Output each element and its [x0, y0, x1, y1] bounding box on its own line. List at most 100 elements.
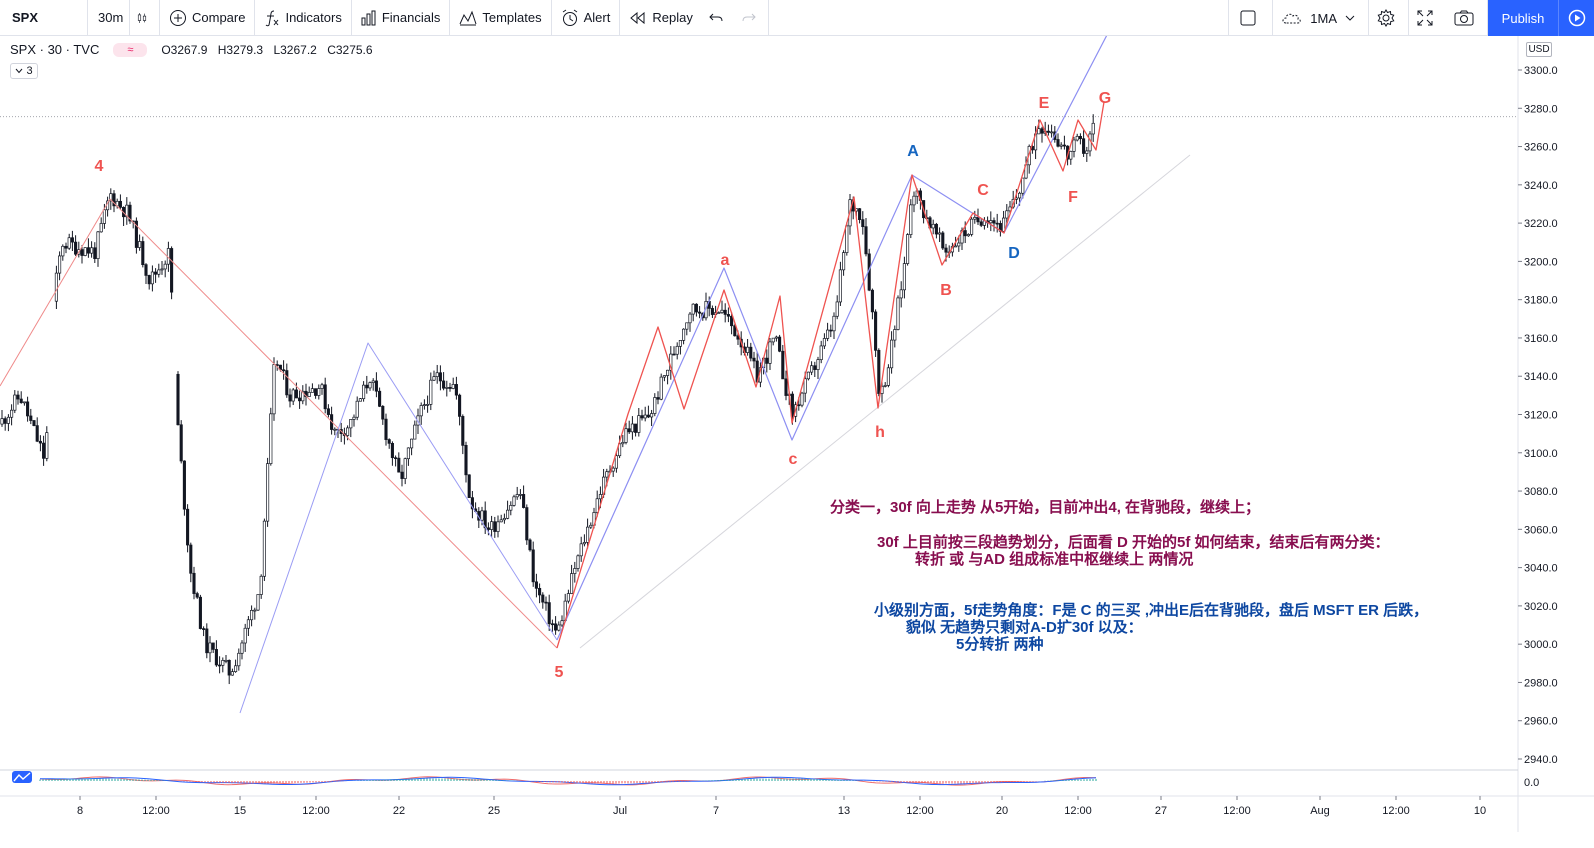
candle-up: [291, 389, 295, 402]
templates-button[interactable]: Templates: [450, 0, 552, 36]
candle-up: [973, 217, 977, 220]
time-tick-label: 12:00: [906, 805, 934, 817]
candle-down: [861, 219, 865, 228]
time-tick-label: 22: [393, 805, 405, 817]
candle-down: [3, 418, 7, 424]
chevron-down-icon: [16, 68, 23, 74]
channel-line: [579, 154, 1191, 649]
candle-up: [230, 671, 234, 676]
candle-down: [858, 208, 862, 220]
layout-button[interactable]: [1228, 0, 1274, 36]
play-circle-icon: [1568, 9, 1585, 27]
candle-up: [557, 624, 561, 631]
annotation-line-5: 貌似 无趋势只剩对A-D扩30f 以及：: [906, 619, 1143, 636]
chart-style-button[interactable]: [130, 0, 160, 36]
candles-icon: [137, 12, 147, 23]
price-tick-label: 3260.0: [1524, 142, 1558, 154]
candle-up: [432, 376, 436, 381]
candle-down: [634, 423, 638, 433]
annotation-line-1: 分类一，30f 向上走势 从5开始，目前冲出4, 在背驰段，继续上；: [830, 499, 1261, 516]
legend-badge[interactable]: ≈: [113, 42, 148, 57]
candle-up: [1069, 150, 1073, 160]
candle-down: [198, 596, 202, 629]
settings-button[interactable]: [1369, 0, 1409, 36]
candle-down: [730, 315, 734, 327]
legend-high: H3279.3: [217, 42, 264, 57]
candle-up: [362, 384, 366, 400]
time-tick-label: 12:00: [1382, 805, 1410, 817]
price-chart[interactable]: 3300.03280.03260.03240.03220.03200.03180…: [0, 36, 1594, 848]
candle-up: [957, 242, 961, 247]
candle-down: [192, 572, 196, 594]
candle-up: [240, 642, 244, 654]
symbol-search-button[interactable]: SPX: [0, 0, 88, 36]
candle-down: [134, 220, 138, 248]
red-zigzag-line: [556, 101, 1105, 649]
candle-down: [874, 311, 878, 351]
legend-close: C3275.6: [327, 42, 373, 57]
financials-button[interactable]: Financials: [352, 0, 451, 36]
replay-button[interactable]: Replay: [620, 0, 701, 36]
blue-structure-line: [556, 36, 1108, 641]
candle-up: [1021, 177, 1025, 194]
price-tick-label: 3020.0: [1524, 601, 1558, 613]
candle-down: [19, 398, 23, 403]
redo-button[interactable]: [735, 0, 769, 36]
fullscreen-button[interactable]: [1409, 0, 1446, 36]
candle-up: [1085, 150, 1089, 154]
candle-up: [912, 195, 916, 206]
candle-up: [429, 379, 433, 405]
streams-button[interactable]: [1558, 0, 1594, 36]
candle-up: [624, 428, 628, 443]
candle-down: [534, 581, 538, 589]
wave-label-F: F: [1068, 189, 1078, 206]
annotation-line-3: 转折 或 与AD 组成标准中枢继续上 两情况: [915, 551, 1194, 568]
candle-down: [870, 289, 874, 313]
alert-button[interactable]: Alert: [552, 0, 621, 36]
legend-collapse-toggle[interactable]: 3: [10, 63, 38, 79]
candle-up: [234, 665, 238, 673]
candle-down: [470, 497, 474, 510]
candle-down: [538, 587, 542, 596]
candle-down: [458, 394, 462, 417]
redo-icon: [742, 13, 756, 21]
candle-down: [531, 549, 535, 583]
candle-down: [182, 460, 186, 510]
candle-up: [496, 521, 500, 532]
candle-up: [410, 438, 414, 449]
candle-down: [646, 414, 650, 418]
cloud-layout-button[interactable]: 1MA: [1273, 0, 1369, 36]
candle-down: [944, 247, 948, 253]
candle-down: [218, 664, 222, 667]
candle-up: [845, 225, 849, 253]
candle-down: [38, 440, 42, 444]
candle-down: [522, 494, 526, 508]
publish-button[interactable]: Publish: [1488, 0, 1558, 36]
square-layout-icon: [1240, 10, 1256, 26]
interval-button[interactable]: 30m: [88, 0, 130, 36]
legend-symbol-title[interactable]: SPX · 30 · TVC: [10, 42, 100, 57]
wave-label-D: D: [1008, 245, 1020, 262]
candle-up: [826, 329, 830, 339]
currency-badge[interactable]: USD: [1526, 42, 1552, 57]
snapshot-button[interactable]: [1446, 0, 1488, 36]
undo-button[interactable]: [702, 0, 735, 36]
candle-up: [371, 380, 375, 383]
price-tick-label: 3000.0: [1524, 639, 1558, 651]
price-tick-label: 3180.0: [1524, 295, 1558, 307]
candle-down: [154, 271, 158, 275]
wave-label-4: 4: [95, 158, 104, 175]
candle-up: [413, 424, 417, 440]
candle-down: [710, 308, 714, 315]
chart-legend: SPX · 30 · TVC ≈ O3267.9 H3279.3 L3267.2…: [10, 42, 380, 57]
candle-down: [211, 642, 215, 650]
compare-button[interactable]: Compare: [160, 0, 256, 36]
indicators-button[interactable]: Indicators: [255, 0, 352, 36]
candle-up: [685, 322, 689, 330]
candle-up: [426, 404, 430, 406]
price-tick-label: 3120.0: [1524, 410, 1558, 422]
top-toolbar: SPX 30m Compare Indicators Financials Te…: [0, 0, 1594, 36]
candle-up: [163, 263, 167, 270]
candle-down: [813, 365, 817, 370]
compare-label: Compare: [192, 10, 246, 25]
